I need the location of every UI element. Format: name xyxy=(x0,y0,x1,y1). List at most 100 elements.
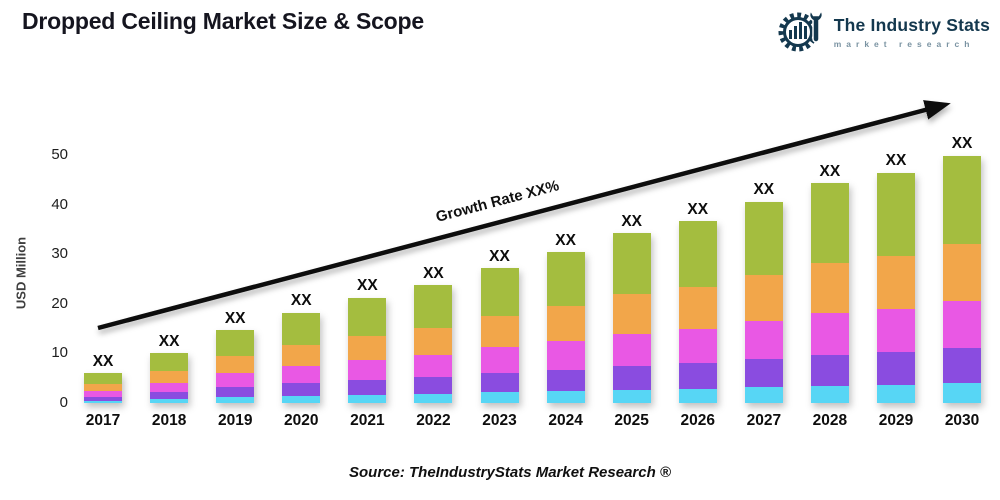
x-tick-label: 2027 xyxy=(746,412,782,429)
bar-segment-series-2 xyxy=(414,377,453,394)
bar-segment-series-3 xyxy=(348,359,387,380)
bar-segment-series-4 xyxy=(216,355,255,373)
bar-segment-series-3 xyxy=(678,328,717,364)
bar-segment-series-1-bottom xyxy=(546,391,585,403)
page-title: Dropped Ceiling Market Size & Scope xyxy=(22,8,424,34)
stacked-bar xyxy=(546,252,585,403)
x-tick-label: 2018 xyxy=(151,412,187,429)
bar-segment-series-5-top xyxy=(612,233,651,295)
bar-column-2025: XX xyxy=(599,214,665,403)
stacked-bar xyxy=(480,268,519,403)
bar-column-2030: XX xyxy=(929,136,995,403)
bar-segment-series-1-bottom xyxy=(216,397,255,403)
x-tick-label: 2019 xyxy=(217,412,253,429)
brand-logo: The Industry Stats market research xyxy=(777,5,990,60)
bar-segment-series-5-top xyxy=(216,330,255,356)
stacked-bar xyxy=(216,330,255,403)
bar-segment-series-3 xyxy=(612,333,651,366)
y-tick-label: 40 xyxy=(51,195,68,213)
bar-value-label: XX xyxy=(158,332,180,350)
x-tick-label: 2017 xyxy=(85,412,121,429)
bar-column-2017: XX xyxy=(70,354,136,403)
stacked-bar xyxy=(612,233,651,403)
bar-segment-series-5-top xyxy=(810,183,849,263)
bar-segment-series-5-top xyxy=(943,155,982,245)
bar-segment-series-4 xyxy=(282,344,321,366)
bar-segment-series-5-top xyxy=(348,297,387,336)
bar-segment-series-1-bottom xyxy=(414,393,453,403)
x-tick-label: 2022 xyxy=(416,412,451,429)
x-tick-label: 2025 xyxy=(614,412,649,429)
bar-segment-series-5-top xyxy=(414,285,453,328)
bar-value-label: XX xyxy=(224,309,246,327)
bar-segment-series-3 xyxy=(943,301,982,349)
bar-segment-series-3 xyxy=(150,382,189,393)
bar-segment-series-1-bottom xyxy=(678,388,717,403)
bar-segment-series-4 xyxy=(414,327,453,355)
bar-segment-series-4 xyxy=(943,244,982,302)
bar-segment-series-4 xyxy=(348,335,387,360)
stacked-bar xyxy=(876,172,915,403)
stacked-bar xyxy=(84,373,123,403)
stacked-bar xyxy=(678,221,717,403)
x-tick-label: 2024 xyxy=(548,412,583,429)
bar-segment-series-2 xyxy=(876,352,915,385)
bar-segment-series-2 xyxy=(744,358,783,388)
bar-segment-series-5-top xyxy=(744,201,783,275)
bar-segment-series-2 xyxy=(943,348,982,384)
bar-column-2021: XX xyxy=(334,278,400,403)
bar-segment-series-1-bottom xyxy=(810,385,849,403)
y-tick-label: 50 xyxy=(51,146,68,163)
bar-segment-series-2 xyxy=(546,369,585,392)
y-tick-label: 10 xyxy=(51,344,68,362)
bar-segment-series-3 xyxy=(84,391,123,397)
bar-value-label: XX xyxy=(290,292,312,310)
bar-column-2028: XX xyxy=(797,164,863,403)
bar-segment-series-3 xyxy=(546,341,585,370)
x-tick-label: 2021 xyxy=(350,412,385,429)
bar-segment-series-5-top xyxy=(150,353,189,372)
bar-segment-series-1-bottom xyxy=(744,387,783,403)
stacked-bar xyxy=(943,155,982,403)
y-tick-label: 20 xyxy=(51,294,68,312)
bar-segment-series-2 xyxy=(678,363,717,389)
plot-area: XX XX XX XX XX XX XX XX XX XX XX XX XX XX xyxy=(70,113,995,403)
bar-value-label: XX xyxy=(885,152,907,170)
bar-column-2022: XX xyxy=(400,265,466,403)
bar-segment-series-2 xyxy=(810,354,849,386)
bar-value-label: XX xyxy=(555,231,576,249)
bar-value-label: XX xyxy=(951,135,973,153)
bar-segment-series-2 xyxy=(612,365,651,390)
bar-segment-series-4 xyxy=(678,286,717,329)
bar-segment-series-4 xyxy=(612,294,651,334)
bar-segment-series-3 xyxy=(282,365,321,384)
bar-column-2019: XX xyxy=(202,311,268,403)
logo-brand-name: The Industry Stats xyxy=(833,14,990,35)
bar-column-2029: XX xyxy=(863,153,929,403)
bar-segment-series-2 xyxy=(282,383,321,396)
bar-segment-series-1-bottom xyxy=(84,400,123,403)
bar-segment-series-5-top xyxy=(282,312,321,345)
bar-segment-series-1-bottom xyxy=(876,384,915,403)
y-tick-label: 30 xyxy=(51,245,68,263)
bar-column-2026: XX xyxy=(665,202,731,403)
bar-value-label: XX xyxy=(92,352,114,370)
bar-value-label: XX xyxy=(753,181,775,199)
bar-column-2024: XX xyxy=(533,233,599,403)
y-tick-label: 0 xyxy=(59,394,68,411)
bar-value-label: XX xyxy=(621,212,642,230)
x-tick-label: 2023 xyxy=(482,412,517,429)
stacked-bar xyxy=(150,353,189,403)
bar-column-2027: XX xyxy=(731,182,797,403)
bar-segment-series-4 xyxy=(744,274,783,321)
bar-segment-series-4 xyxy=(876,255,915,309)
bar-column-2018: XX xyxy=(136,334,202,403)
bar-segment-series-3 xyxy=(810,313,849,355)
bar-segment-series-2 xyxy=(150,392,189,400)
bar-segment-series-2 xyxy=(84,396,123,401)
bar-segment-series-5-top xyxy=(876,172,915,256)
y-axis-ticks: 0 10 20 30 40 50 xyxy=(26,113,68,411)
x-tick-label: 2020 xyxy=(284,412,319,429)
bar-segment-series-2 xyxy=(480,373,519,393)
x-axis-labels: 2017 2018 2019 2020 2021 2022 2023 2024 2025 2026… xyxy=(70,412,995,430)
